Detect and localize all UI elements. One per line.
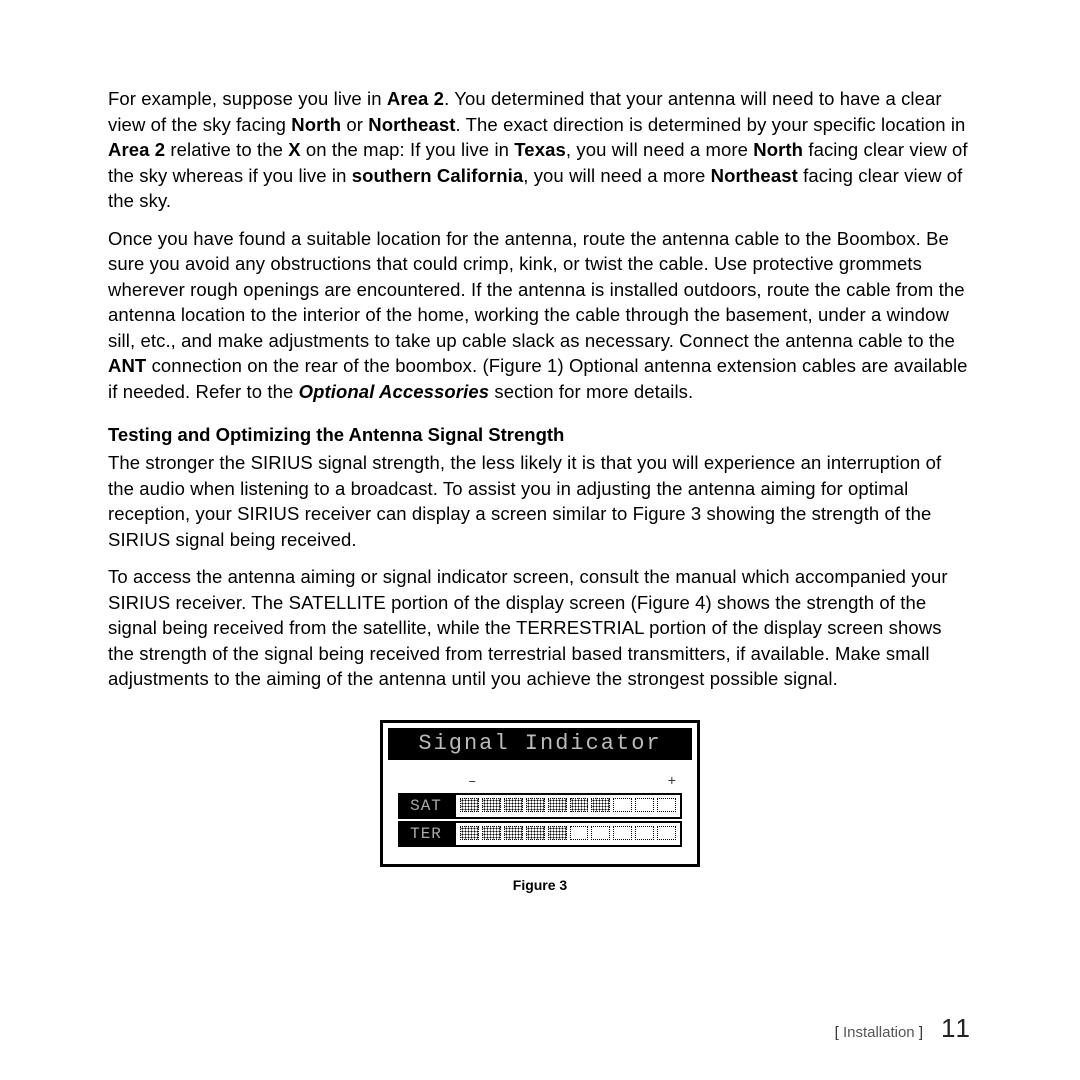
scale-plus: + bbox=[668, 774, 676, 790]
lcd-title: Signal Indicator bbox=[388, 728, 692, 760]
lcd-segment bbox=[591, 798, 610, 812]
footer-page-number: 11 bbox=[941, 1013, 972, 1044]
figure-caption: Figure 3 bbox=[513, 877, 567, 893]
lcd-segment bbox=[635, 826, 654, 840]
italic-optional-accessories: Optional Accessories bbox=[299, 381, 490, 402]
lcd-segment bbox=[482, 798, 501, 812]
lcd-segment bbox=[504, 798, 523, 812]
lcd-segment bbox=[460, 798, 479, 812]
lcd-segment bbox=[657, 798, 676, 812]
lcd-segment bbox=[570, 798, 589, 812]
paragraph-4: To access the antenna aiming or signal i… bbox=[108, 564, 972, 692]
lcd-segment bbox=[526, 826, 545, 840]
paragraph-2: Once you have found a suitable location … bbox=[108, 226, 972, 405]
text: or bbox=[341, 114, 368, 135]
scale-minus: – bbox=[468, 774, 476, 790]
lcd-segment bbox=[657, 826, 676, 840]
paragraph-1: For example, suppose you live in Area 2.… bbox=[108, 86, 972, 214]
page-footer: Installation 11 bbox=[835, 1013, 972, 1044]
figure-3: Signal Indicator – + SATTER Figure 3 bbox=[108, 720, 972, 893]
lcd-segment bbox=[613, 826, 632, 840]
lcd-body: – + SATTER bbox=[388, 760, 692, 859]
text: section for more details. bbox=[489, 381, 693, 402]
text: . The exact direction is determined by y… bbox=[456, 114, 966, 135]
text: , you will need a more bbox=[566, 139, 753, 160]
lcd-segment bbox=[482, 826, 501, 840]
bold-northeast: Northeast bbox=[368, 114, 455, 135]
lcd-row-ter: TER bbox=[398, 821, 682, 847]
bold-north2: North bbox=[753, 139, 803, 160]
text: Once you have found a suitable location … bbox=[108, 228, 965, 351]
lcd-row-label: SAT bbox=[398, 793, 454, 819]
bold-socal: southern California bbox=[352, 165, 524, 186]
lcd-segment bbox=[526, 798, 545, 812]
text: on the map: If you live in bbox=[301, 139, 515, 160]
lcd-bar bbox=[454, 821, 682, 847]
bold-x: X bbox=[288, 139, 300, 160]
lcd-scale: – + bbox=[398, 774, 682, 793]
lcd-segment bbox=[548, 798, 567, 812]
bold-area2: Area 2 bbox=[387, 88, 444, 109]
bold-area2b: Area 2 bbox=[108, 139, 165, 160]
lcd-segment bbox=[548, 826, 567, 840]
lcd-row-sat: SAT bbox=[398, 793, 682, 819]
lcd-segment bbox=[570, 826, 589, 840]
lcd-segment bbox=[635, 798, 654, 812]
bold-north: North bbox=[291, 114, 341, 135]
lcd-row-label: TER bbox=[398, 821, 454, 847]
footer-section: Installation bbox=[835, 1024, 923, 1041]
text: For example, suppose you live in bbox=[108, 88, 387, 109]
lcd-bar bbox=[454, 793, 682, 819]
lcd-screen: Signal Indicator – + SATTER bbox=[380, 720, 700, 867]
bold-texas: Texas bbox=[514, 139, 566, 160]
lcd-segment bbox=[591, 826, 610, 840]
lcd-segment bbox=[460, 826, 479, 840]
bold-northeast2: Northeast bbox=[711, 165, 798, 186]
paragraph-3: The stronger the SIRIUS signal strength,… bbox=[108, 450, 972, 552]
section-title: Testing and Optimizing the Antenna Signa… bbox=[108, 424, 972, 446]
bold-ant: ANT bbox=[108, 355, 146, 376]
text: , you will need a more bbox=[523, 165, 710, 186]
lcd-segment bbox=[504, 826, 523, 840]
lcd-segment bbox=[613, 798, 632, 812]
text: relative to the bbox=[165, 139, 288, 160]
